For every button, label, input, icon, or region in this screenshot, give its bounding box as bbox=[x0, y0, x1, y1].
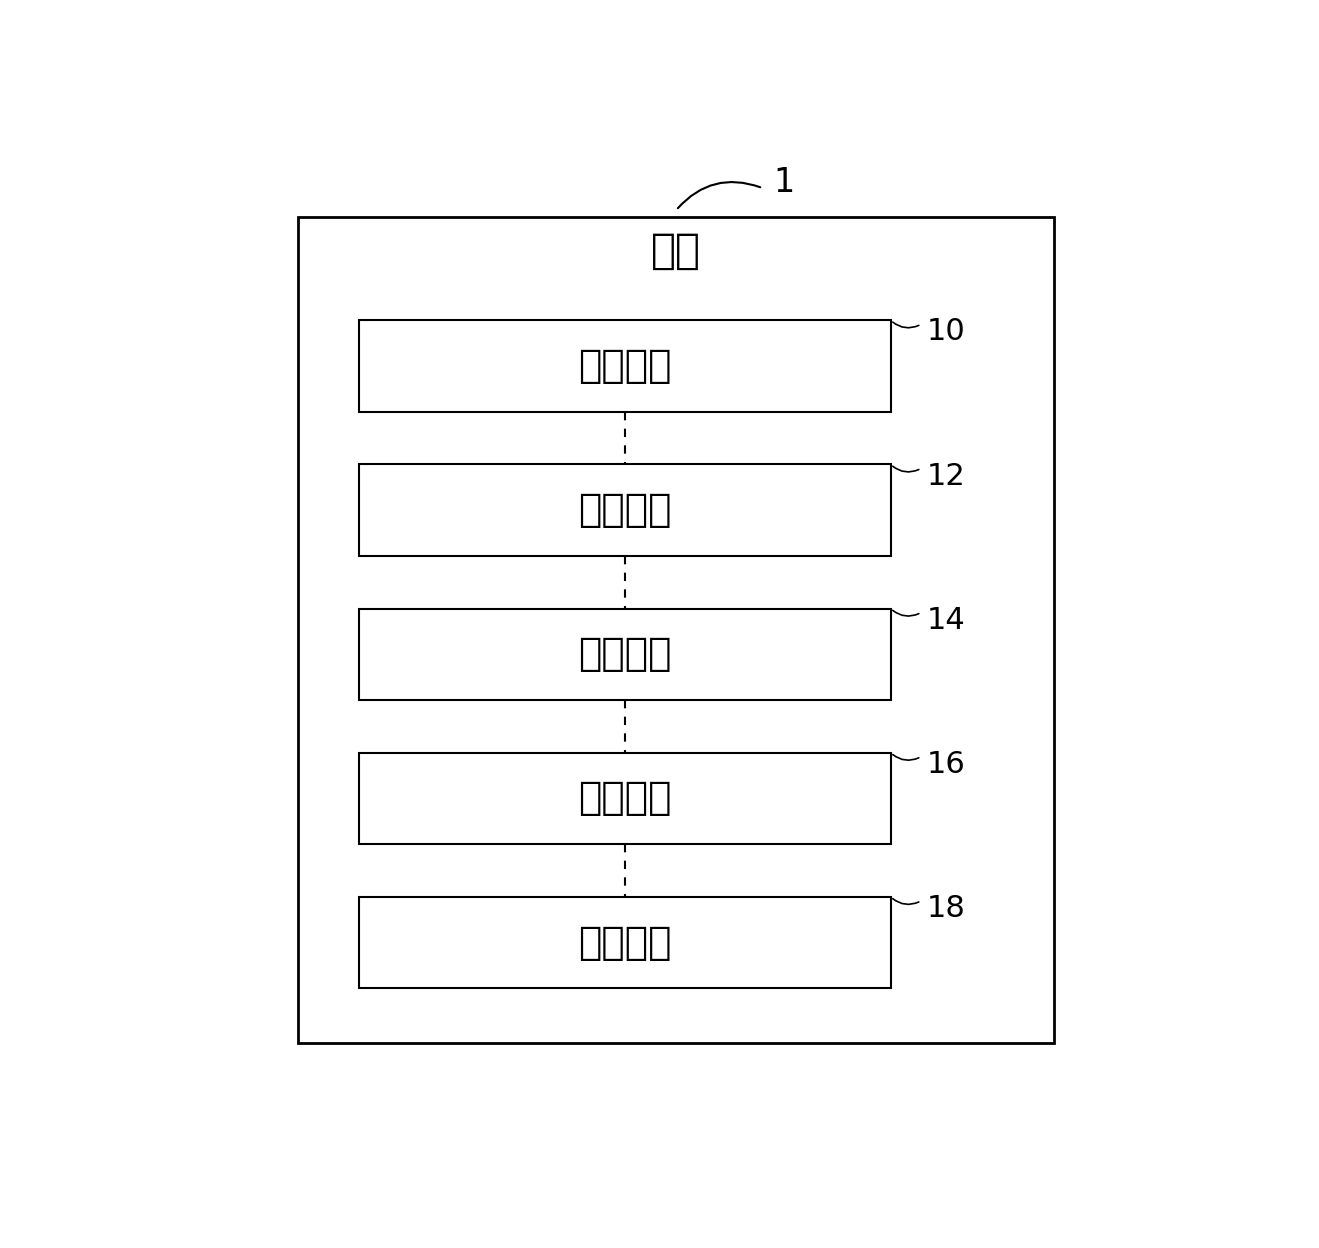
Bar bbox=[359, 464, 890, 555]
Text: 获取模块: 获取模块 bbox=[578, 347, 671, 384]
Bar bbox=[359, 897, 890, 988]
Text: 主机: 主机 bbox=[652, 230, 700, 272]
Text: 判断模块: 判断模块 bbox=[578, 492, 671, 529]
Bar bbox=[359, 753, 890, 844]
Text: 10: 10 bbox=[926, 317, 966, 347]
Text: 16: 16 bbox=[926, 750, 966, 779]
Text: 18: 18 bbox=[926, 894, 966, 924]
Bar bbox=[298, 217, 1054, 1043]
Text: 绘制模块: 绘制模块 bbox=[578, 924, 671, 961]
Text: 1: 1 bbox=[773, 166, 794, 198]
Text: 执行模块: 执行模块 bbox=[578, 780, 671, 817]
Text: 14: 14 bbox=[926, 605, 966, 635]
Text: 12: 12 bbox=[926, 462, 966, 490]
Bar bbox=[359, 609, 890, 700]
Text: 保存模块: 保存模块 bbox=[578, 635, 671, 673]
Bar bbox=[359, 321, 890, 412]
